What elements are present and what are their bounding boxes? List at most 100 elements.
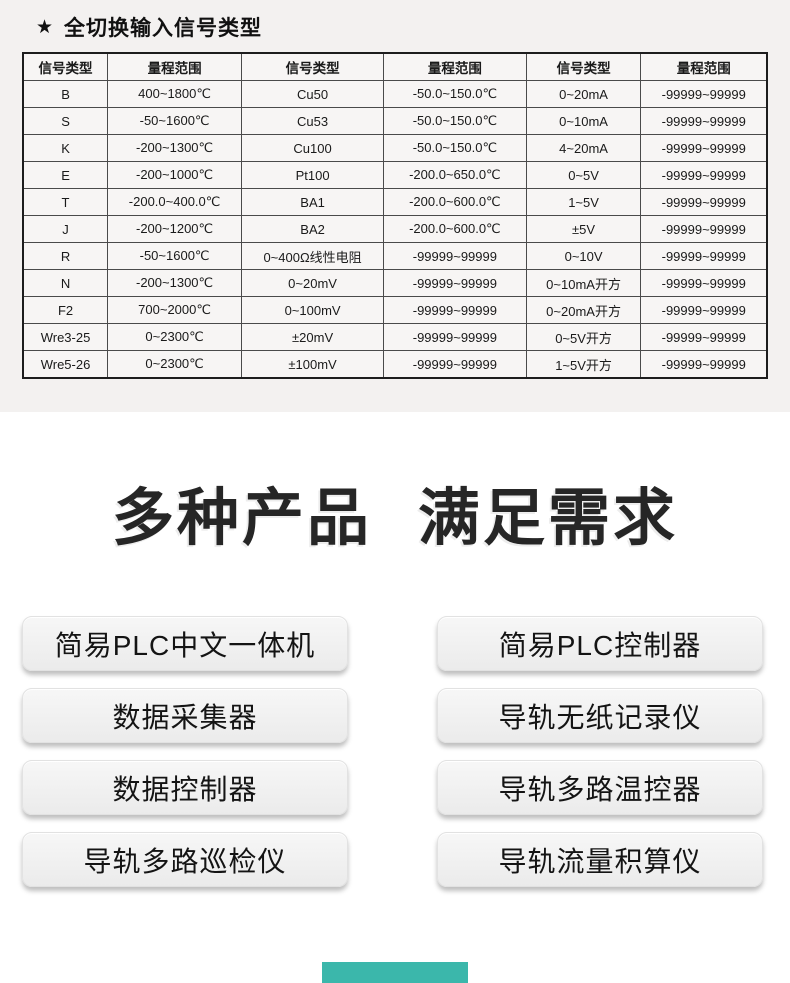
product-button-label: 简易PLC控制器 bbox=[498, 629, 702, 661]
table-row: J -200~1200℃ BA2 -200.0~600.0℃ ±5V -99999~999… bbox=[22, 215, 768, 243]
product-button-label: 数据控制器 bbox=[112, 773, 258, 805]
table-cell: -200~1200℃ bbox=[107, 215, 243, 243]
signal-types-section: ★ 全切换输入信号类型 信号类型 量程范围 信号类型 量程范围 信号类型 量程范围 B 400… bbox=[0, 0, 790, 412]
product-button[interactable]: 数据采集器 bbox=[22, 688, 348, 743]
product-column-right: 简易PLC控制器导轨无纸记录仪导轨多路温控器 导轨流量积算仪 bbox=[437, 616, 763, 887]
next-section-accent-bar bbox=[322, 962, 468, 983]
table-cell: Cu50 bbox=[241, 80, 385, 108]
product-button-label: 简易PLC中文一体机 bbox=[54, 629, 316, 661]
table-cell: 700~2000℃ bbox=[107, 296, 243, 324]
table-cell: -99999~99999 bbox=[640, 215, 768, 243]
table-cell: -50~1600℃ bbox=[107, 107, 243, 135]
table-cell: S bbox=[22, 107, 109, 135]
table-cell: 0~2300℃ bbox=[107, 350, 243, 379]
table-row: K -200~1300℃ Cu100 -50.0~150.0℃ 4~20mA -99999… bbox=[22, 134, 768, 162]
table-cell: -200~1300℃ bbox=[107, 134, 243, 162]
table-cell: -200~1000℃ bbox=[107, 161, 243, 189]
table-row: N -200~1300℃ 0~20mV -99999~99999 0~10mA开方 -99… bbox=[22, 269, 768, 297]
product-button[interactable]: 导轨多路巡检仪 bbox=[22, 832, 348, 887]
table-cell: 0~400Ω线性电阻 bbox=[241, 242, 385, 270]
table-cell: Cu100 bbox=[241, 134, 385, 162]
product-button-label: 数据采集器 bbox=[112, 701, 258, 733]
table-cell: 0~20mV bbox=[241, 269, 385, 297]
table-cell: BA1 bbox=[241, 188, 385, 216]
table-cell: ±20mV bbox=[241, 323, 385, 351]
table-cell: -99999~99999 bbox=[383, 242, 527, 270]
product-button[interactable]: 导轨多路温控器 bbox=[437, 760, 763, 815]
table-cell: -99999~99999 bbox=[640, 161, 768, 189]
product-button-label: 导轨流量积算仪 bbox=[498, 845, 702, 877]
table-cell: 0~2300℃ bbox=[107, 323, 243, 351]
table-cell: 1~5V开方 bbox=[525, 350, 642, 379]
page-title-left: 多种产品 bbox=[111, 484, 372, 553]
table-cell: -99999~99999 bbox=[640, 350, 768, 379]
table-cell: -99999~99999 bbox=[640, 269, 768, 297]
table-cell: E bbox=[22, 161, 109, 189]
table-cell: -200~1300℃ bbox=[107, 269, 243, 297]
table-cell: -99999~99999 bbox=[640, 80, 768, 108]
product-button-label: 导轨多路温控器 bbox=[498, 773, 702, 805]
table-cell: -50.0~150.0℃ bbox=[383, 134, 527, 162]
table-cell: -99999~99999 bbox=[383, 269, 527, 297]
table-cell: R bbox=[22, 242, 109, 270]
product-button[interactable]: 简易PLC控制器 bbox=[437, 616, 763, 671]
product-button[interactable]: 导轨无纸记录仪 bbox=[437, 688, 763, 743]
product-list: 简易PLC中文一体机 数据采集器数据控制器导轨多路巡检仪 简易PLC控制器导轨无纸… bbox=[22, 616, 763, 887]
table-cell: 0~10mA开方 bbox=[525, 269, 642, 297]
product-button[interactable]: 数据控制器 bbox=[22, 760, 348, 815]
table-cell: ±5V bbox=[525, 215, 642, 243]
table-cell: -200.0~600.0℃ bbox=[383, 188, 527, 216]
table-cell: Pt100 bbox=[241, 161, 385, 189]
table-cell: -50.0~150.0℃ bbox=[383, 80, 527, 108]
table-cell: -50.0~150.0℃ bbox=[383, 107, 527, 135]
table-cell: 4~20mA bbox=[525, 134, 642, 162]
table-cell: -99999~99999 bbox=[640, 323, 768, 351]
table-cell: B bbox=[22, 80, 109, 108]
page-title-right: 满足需求 bbox=[418, 484, 679, 553]
table-cell: ±100mV bbox=[241, 350, 385, 379]
table-cell: J bbox=[22, 215, 109, 243]
table-row: S -50~1600℃ Cu53 -50.0~150.0℃ 0~10mA -99999~9… bbox=[22, 107, 768, 135]
product-button-label: 导轨多路巡检仪 bbox=[83, 845, 287, 877]
table-cell: 0~10V bbox=[525, 242, 642, 270]
table-cell: -200.0~650.0℃ bbox=[383, 161, 527, 189]
column-header: 量程范围 bbox=[383, 52, 527, 81]
column-header: 信号类型 bbox=[22, 52, 109, 81]
product-column-left: 简易PLC中文一体机 数据采集器数据控制器导轨多路巡检仪 bbox=[22, 616, 348, 887]
table-cell: T bbox=[22, 188, 109, 216]
section-title-text: 全切换输入信号类型 bbox=[64, 17, 263, 40]
table-cell: BA2 bbox=[241, 215, 385, 243]
table-cell: -200.0~600.0℃ bbox=[383, 215, 527, 243]
table-cell: -99999~99999 bbox=[640, 107, 768, 135]
column-header: 信号类型 bbox=[241, 52, 385, 81]
table-cell: 0~20mA开方 bbox=[525, 296, 642, 324]
product-button[interactable]: 简易PLC中文一体机 bbox=[22, 616, 348, 671]
table-cell: 400~1800℃ bbox=[107, 80, 243, 108]
table-row: E -200~1000℃ Pt100 -200.0~650.0℃ 0~5V -99999~… bbox=[22, 161, 768, 189]
table-cell: Wre5-26 bbox=[22, 350, 109, 379]
table-row: Wre3-25 0~2300℃ ±20mV -99999~99999 0~5V开方 -99… bbox=[22, 323, 768, 351]
table-row: T -200.0~400.0℃ BA1 -200.0~600.0℃ 1~5V -99999… bbox=[22, 188, 768, 216]
table-cell: -99999~99999 bbox=[383, 296, 527, 324]
table-cell: F2 bbox=[22, 296, 109, 324]
table-cell: -200.0~400.0℃ bbox=[107, 188, 243, 216]
table-cell: -99999~99999 bbox=[640, 134, 768, 162]
column-header: 量程范围 bbox=[640, 52, 768, 81]
column-header: 量程范围 bbox=[107, 52, 243, 81]
table-cell: 0~20mA bbox=[525, 80, 642, 108]
table-row: R -50~1600℃ 0~400Ω线性电阻 -99999~99999 0~10V -99… bbox=[22, 242, 768, 270]
table-cell: 0~5V bbox=[525, 161, 642, 189]
table-cell: -99999~99999 bbox=[640, 188, 768, 216]
table-cell: N bbox=[22, 269, 109, 297]
table-cell: -50~1600℃ bbox=[107, 242, 243, 270]
product-button[interactable]: 导轨流量积算仪 bbox=[437, 832, 763, 887]
table-cell: -99999~99999 bbox=[383, 323, 527, 351]
table-row: Wre5-26 0~2300℃ ±100mV -99999~99999 1~5V开方 -9… bbox=[22, 350, 768, 379]
table-cell: K bbox=[22, 134, 109, 162]
star-icon: ★ bbox=[36, 16, 55, 38]
table-cell: 1~5V bbox=[525, 188, 642, 216]
table-cell: 0~10mA bbox=[525, 107, 642, 135]
table-cell: -99999~99999 bbox=[383, 350, 527, 379]
table-cell: -99999~99999 bbox=[640, 242, 768, 270]
section-title: ★ 全切换输入信号类型 bbox=[0, 0, 790, 42]
